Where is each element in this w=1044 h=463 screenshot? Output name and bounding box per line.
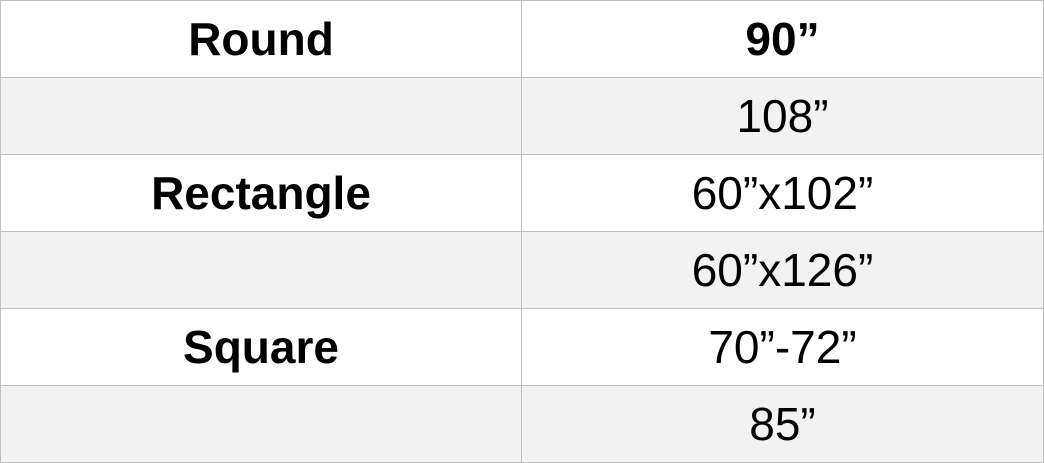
- table-row: 85”: [0, 385, 1044, 463]
- table-type: [0, 231, 522, 309]
- table-size: 108”: [521, 77, 1044, 155]
- table-row: Round 90”: [0, 0, 1044, 78]
- table-row: 108”: [0, 77, 1044, 155]
- table-size: 85”: [521, 385, 1044, 463]
- table-row: Square 70”-72”: [0, 308, 1044, 386]
- table-type: Square: [0, 308, 522, 386]
- table-type: [0, 385, 522, 463]
- table-type: [0, 77, 522, 155]
- table-type: Round: [0, 0, 522, 78]
- table-row: Rectangle 60”x102”: [0, 154, 1044, 232]
- table-size: 60”x102”: [521, 154, 1044, 232]
- table-type: Rectangle: [0, 154, 522, 232]
- table-size: 70”-72”: [521, 308, 1044, 386]
- table-size: 90”: [521, 0, 1044, 78]
- table-size: 60”x126”: [521, 231, 1044, 309]
- table-row: 60”x126”: [0, 231, 1044, 309]
